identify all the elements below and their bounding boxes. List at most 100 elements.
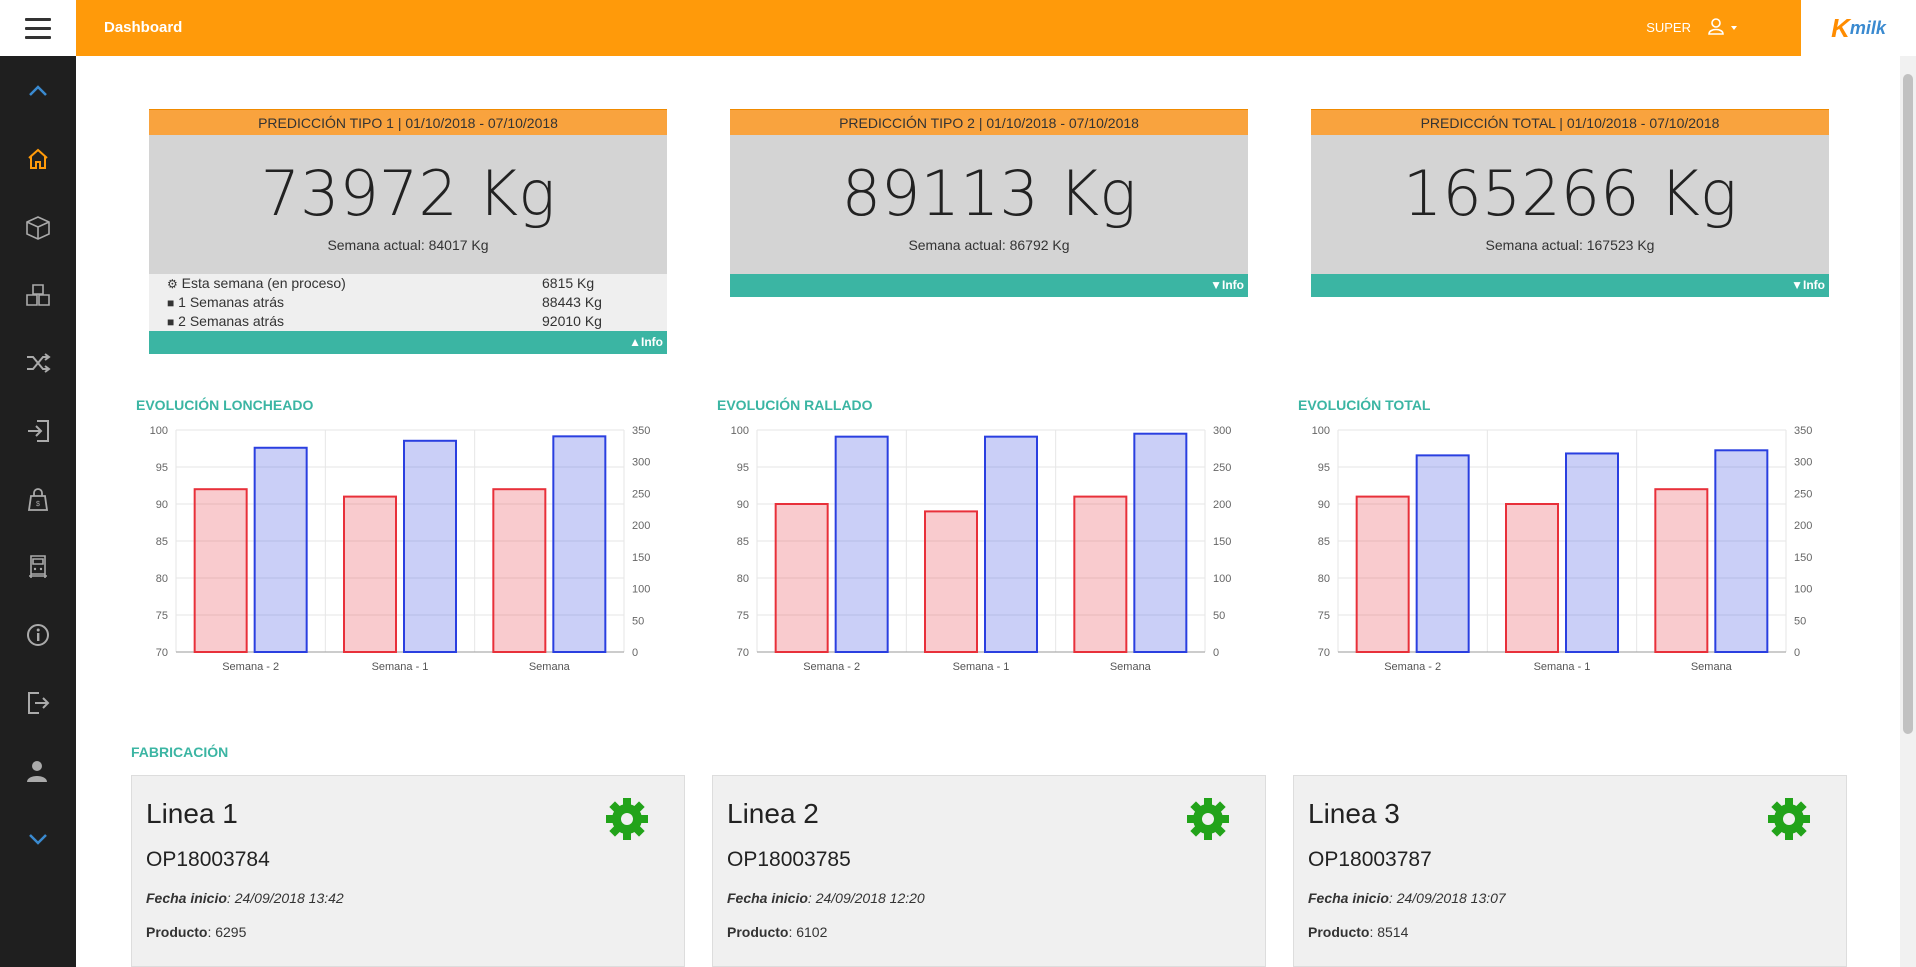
- detail-row: ■ 1 Semanas atrás 88443 Kg: [167, 294, 602, 310]
- scroll-up-button[interactable]: [0, 69, 76, 113]
- gear-icon: [606, 798, 648, 840]
- y-tick-label-right: 150: [1794, 552, 1812, 564]
- sidebar-item-transfers[interactable]: [0, 341, 76, 385]
- info-toggle-button[interactable]: ▲Info: [149, 331, 667, 354]
- y-tick-label-left: 70: [1318, 647, 1330, 659]
- bar: [1133, 432, 1188, 654]
- order-number: OP18003787: [1308, 848, 1432, 871]
- sidebar-item-logout[interactable]: [0, 681, 76, 725]
- bar: [1073, 495, 1128, 653]
- sidebar-item-products[interactable]: [0, 205, 76, 249]
- y-tick-label-left: 95: [156, 462, 168, 474]
- info-icon: [27, 624, 49, 646]
- bar: [984, 435, 1038, 653]
- y-tick-label-left: 80: [1318, 573, 1330, 585]
- machine-icon: [29, 555, 47, 578]
- y-tick-label-right: 350: [632, 425, 650, 437]
- x-tick-label: Semana - 1: [953, 661, 1010, 673]
- y-tick-label-right: 250: [1213, 462, 1231, 474]
- users-icon: [27, 761, 47, 782]
- sidebar-item-info[interactable]: [0, 613, 76, 657]
- y-tick-label-left: 85: [156, 536, 168, 548]
- sign-out-icon: [28, 692, 50, 714]
- bag-icon: $: [27, 488, 49, 511]
- prediction-card-total: PREDICCIÓN TOTAL | 01/10/2018 - 07/10/20…: [1311, 109, 1829, 297]
- prediction-card-tipo2: PREDICCIÓN TIPO 2 | 01/10/2018 - 07/10/2…: [730, 109, 1248, 297]
- prediction-title: PREDICCIÓN TIPO 2 | 01/10/2018 - 07/10/2…: [730, 109, 1248, 135]
- prediction-value: 89113 Kg: [841, 157, 1137, 230]
- y-tick-label-right: 50: [632, 615, 644, 627]
- line-name: Linea 2: [727, 798, 819, 829]
- bar: [774, 503, 829, 653]
- gear-icon: [1187, 798, 1229, 840]
- user-menu-button[interactable]: [1707, 17, 1741, 42]
- gear-icon: ⚙: [167, 277, 178, 291]
- y-tick-label-right: 250: [632, 488, 650, 500]
- chart-rallado: 70 75 80 85 90 95 100 0 50 100 150 200 250 300 Semana …: [731, 425, 1232, 673]
- y-tick-label-right: 300: [1794, 457, 1812, 469]
- current-week-value: Semana actual: 167523 Kg: [1485, 237, 1655, 253]
- bar: [834, 435, 889, 653]
- y-tick-label-left: 80: [737, 573, 749, 585]
- hamburger-icon: [25, 15, 51, 42]
- current-week-value: Semana actual: 86792 Kg: [908, 237, 1070, 253]
- sidebar-item-home[interactable]: [0, 137, 76, 181]
- bar: [1654, 488, 1709, 653]
- sidebar-item-stock[interactable]: [0, 273, 76, 317]
- caret-down-icon: ▼: [1791, 278, 1803, 292]
- order-number: OP18003785: [727, 848, 851, 871]
- y-tick-label-right: 100: [1794, 584, 1812, 596]
- start-date: Fecha inicio: 24/09/2018 13:07: [1308, 890, 1506, 906]
- menu-toggle-button[interactable]: [0, 0, 76, 56]
- current-week-value: Semana actual: 84017 Kg: [327, 237, 489, 253]
- chart-loncheado: 70 75 80 85 90 95 100 0 50 100 150 200 250 300 350 Sema…: [150, 425, 651, 673]
- y-tick-label-left: 95: [1318, 462, 1330, 474]
- start-date: Fecha inicio: 24/09/2018 12:20: [727, 890, 925, 906]
- svg-text:$: $: [36, 501, 40, 508]
- sidebar-item-machines[interactable]: [0, 545, 76, 589]
- bar: [1355, 495, 1410, 653]
- line-name: Linea 1: [146, 798, 238, 829]
- y-tick-label-right: 100: [1213, 573, 1231, 585]
- y-tick-label-left: 85: [1318, 536, 1330, 548]
- chart-title-loncheado: EVOLUCIÓN LONCHEADO: [136, 397, 314, 413]
- y-tick-label-right: 300: [632, 457, 650, 469]
- prediction-detail: ⚙ Esta semana (en proceso) 6815 Kg ■ 1 S…: [149, 274, 667, 331]
- sidebar: $: [0, 0, 76, 967]
- x-tick-label: Semana - 2: [803, 661, 860, 673]
- top-navbar: Dashboard SUPER: [76, 0, 1801, 56]
- scrollbar-thumb[interactable]: [1903, 74, 1913, 734]
- sidebar-item-entries[interactable]: [0, 409, 76, 453]
- y-tick-label-left: 90: [156, 499, 168, 511]
- scroll-down-button[interactable]: [0, 817, 76, 861]
- y-tick-label-right: 250: [1794, 488, 1812, 500]
- prediction-value: 165266 Kg: [1402, 157, 1738, 230]
- info-toggle-button[interactable]: ▼Info: [1311, 274, 1829, 297]
- info-toggle-button[interactable]: ▼Info: [730, 274, 1248, 297]
- boxes-icon: [26, 284, 50, 306]
- y-tick-label-right: 0: [1213, 647, 1219, 659]
- y-tick-label-right: 50: [1213, 610, 1225, 622]
- y-tick-label-right: 50: [1794, 615, 1806, 627]
- bar: [343, 495, 397, 653]
- product-code: Producto: 8514: [1308, 924, 1409, 940]
- sidebar-item-bags[interactable]: $: [0, 477, 76, 521]
- section-title-fabricacion: FABRICACIÓN: [131, 744, 229, 760]
- square-icon: ■: [167, 315, 175, 329]
- sidebar-item-users[interactable]: [0, 749, 76, 793]
- x-tick-label: Semana: [529, 661, 571, 673]
- user-name[interactable]: SUPER: [1646, 20, 1691, 35]
- order-number: OP18003784: [146, 848, 270, 871]
- x-tick-label: Semana - 2: [1384, 661, 1441, 673]
- x-tick-label: Semana: [1110, 661, 1152, 673]
- product-code: Producto: 6102: [727, 924, 828, 940]
- home-icon: [28, 148, 48, 169]
- y-tick-label-left: 90: [737, 499, 749, 511]
- shuffle-icon: [27, 353, 51, 373]
- y-tick-label-right: 150: [632, 552, 650, 564]
- bar: [403, 439, 457, 654]
- y-tick-label-left: 85: [737, 536, 749, 548]
- bar: [1505, 503, 1559, 653]
- user-icon: [1708, 18, 1737, 35]
- y-tick-label-left: 70: [156, 647, 168, 659]
